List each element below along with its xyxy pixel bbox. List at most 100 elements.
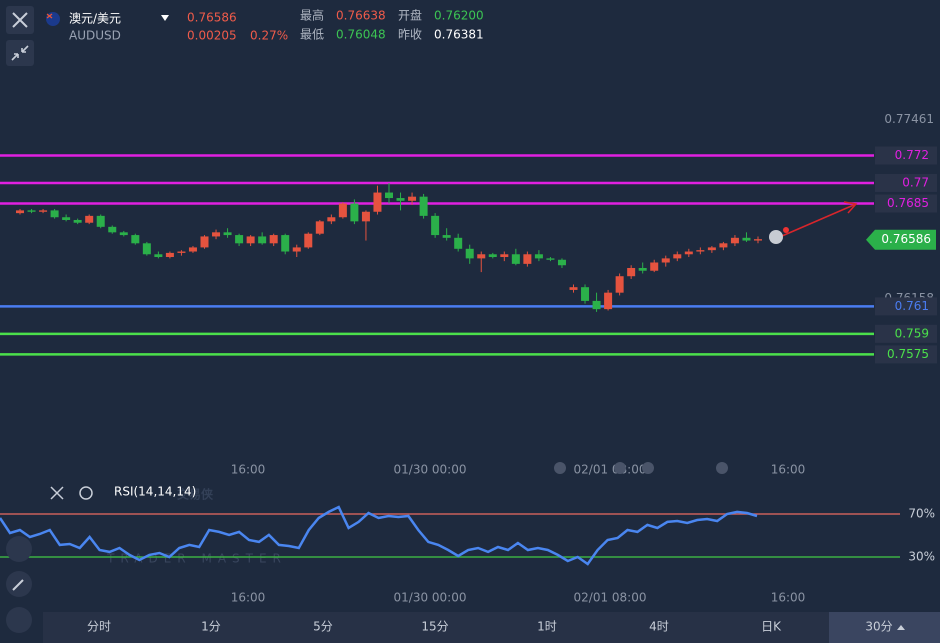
- y-tick-label: 30%: [908, 549, 935, 563]
- x-tick-label: 16:00: [231, 591, 266, 605]
- candle-body: [338, 203, 347, 218]
- price: 0.76586: [187, 11, 237, 25]
- rsi-close[interactable]: [50, 486, 64, 500]
- level-tag: [875, 345, 937, 364]
- candle-body: [16, 210, 24, 214]
- candle-body: [373, 192, 382, 212]
- watermark-subtitle: TRADER MASTER: [106, 552, 287, 566]
- x-tick-label: 01/30 00:00: [394, 591, 467, 605]
- candle-body: [154, 254, 163, 258]
- pen-icon: [12, 579, 24, 591]
- watermark-title: 交易侠: [177, 487, 214, 502]
- x-tick-label: 16:00: [231, 463, 266, 477]
- event-icon[interactable]: [642, 462, 654, 474]
- rsi-line: [0, 505, 758, 566]
- candle-body: [465, 248, 474, 259]
- level-tag: [875, 324, 937, 343]
- candle-body: [188, 247, 197, 252]
- side-tool[interactable]: [6, 536, 32, 562]
- candle-body: [108, 226, 117, 233]
- candle-body: [707, 247, 716, 251]
- event-icon[interactable]: [614, 462, 626, 474]
- tab[interactable]: 1分: [201, 620, 221, 634]
- x-tick-label: 02/01 08:00: [574, 463, 647, 477]
- stat-value: 0.76200: [434, 9, 484, 23]
- candle-body: [488, 254, 497, 258]
- event-icon[interactable]: [716, 462, 728, 474]
- level-label: 0.77: [902, 175, 929, 189]
- candle-body: [408, 196, 417, 201]
- candle-body: [730, 237, 739, 244]
- rsi-title: RSI(14,14,14): [114, 485, 196, 499]
- candle-body: [131, 235, 140, 244]
- stat-label: 最高: [300, 8, 324, 23]
- tab[interactable]: 30分: [865, 620, 892, 634]
- candle-body: [142, 243, 151, 255]
- stat-label: 开盘: [398, 8, 422, 23]
- level-label: 0.759: [895, 326, 929, 340]
- candle-body: [361, 211, 370, 222]
- candle-body: [500, 254, 509, 258]
- stat-value: 0.76048: [336, 28, 386, 42]
- candle-body: [534, 254, 543, 259]
- event-icon[interactable]: [554, 462, 566, 474]
- candle-body: [200, 236, 209, 248]
- shrink-icon: [11, 45, 29, 61]
- rsi-chart: 70% 30% 16:00 01/30 00:00 02/01 08:00 16:00: [0, 505, 935, 605]
- pair-dropdown[interactable]: [161, 15, 169, 21]
- candle-body: [62, 217, 71, 220]
- tab[interactable]: 15分: [421, 620, 448, 634]
- tab[interactable]: 5分: [313, 620, 333, 634]
- candle-body: [592, 300, 601, 310]
- pair-name[interactable]: 澳元/美元: [69, 12, 121, 26]
- candle-body: [673, 254, 682, 259]
- shrink-button[interactable]: [6, 40, 34, 66]
- tab[interactable]: 4时: [649, 620, 669, 634]
- period-tabs: 分时 1分 5分 15分 1时 4时 日K 30分: [43, 612, 940, 643]
- x-tick-label: 01/30 00:00: [394, 463, 467, 477]
- last-price-tag: [866, 229, 936, 250]
- candle-body: [569, 287, 578, 290]
- candle-body: [304, 233, 313, 248]
- candle-body: [454, 237, 463, 249]
- candle-body: [119, 232, 128, 236]
- candle-body: [27, 210, 36, 212]
- level-label: 0.7575: [887, 347, 929, 361]
- candle-body: [523, 254, 532, 264]
- info-icon[interactable]: [769, 230, 783, 244]
- y-tick-label: 70%: [908, 506, 935, 520]
- trend-arrow: [781, 201, 858, 237]
- candle-body: [650, 262, 659, 271]
- candle-body: [327, 217, 336, 222]
- candle-body: [177, 251, 186, 253]
- level-tag: [875, 297, 937, 316]
- stat-value: 0.76638: [336, 9, 386, 23]
- tab[interactable]: 分时: [87, 620, 111, 634]
- side-tool[interactable]: [6, 607, 32, 633]
- candle-body: [604, 292, 613, 310]
- candle-body: [696, 250, 705, 252]
- tab-bar: [43, 612, 940, 643]
- level-label: 0.7685: [887, 196, 929, 210]
- candle-body: [557, 259, 566, 266]
- candle-body: [165, 252, 174, 258]
- x-tick-label: 16:00: [771, 591, 806, 605]
- candle-body: [581, 287, 590, 301]
- rsi-settings[interactable]: [79, 486, 93, 500]
- candle-body: [258, 236, 267, 244]
- stat-value: 0.76381: [434, 28, 484, 42]
- candle-body: [85, 215, 94, 223]
- tab[interactable]: 日K: [761, 620, 782, 634]
- last-price-label: 0.76586: [881, 232, 931, 246]
- stat-label: 最低: [300, 28, 324, 42]
- candle-body: [223, 232, 232, 236]
- candle-body: [396, 198, 405, 201]
- candle-body: [246, 236, 255, 244]
- candle-body: [477, 254, 486, 259]
- candle-body: [661, 258, 670, 263]
- candle-body: [350, 203, 359, 222]
- tab[interactable]: 1时: [537, 620, 557, 634]
- pair-code: AUDUSD: [69, 29, 121, 43]
